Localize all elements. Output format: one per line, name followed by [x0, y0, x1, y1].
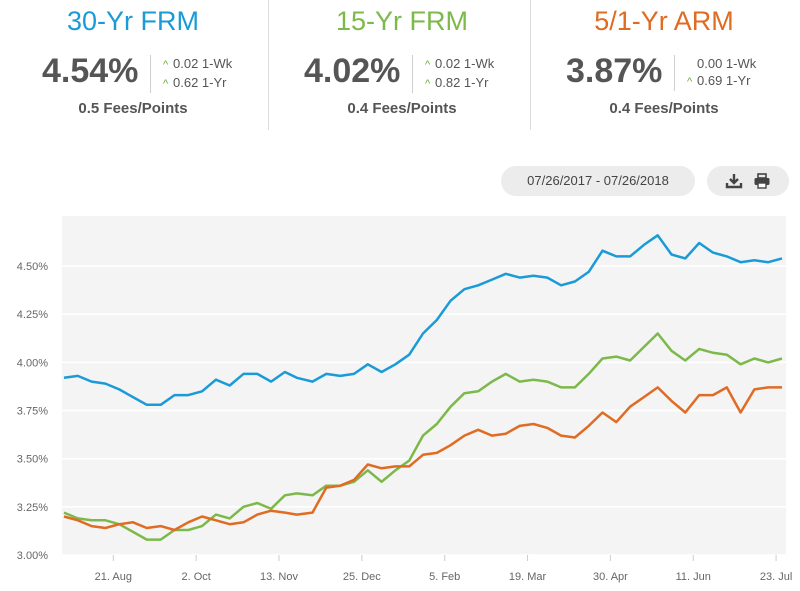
- series-line-30-yr-frm: [63, 234, 783, 407]
- x-tick-label: 25. Dec: [343, 571, 381, 583]
- x-tick-label: 5. Feb: [429, 571, 460, 583]
- fees-points: 0.5 Fees/Points: [78, 100, 188, 117]
- rate-value: 3.87%: [566, 52, 663, 90]
- rate-card-arm: 5/1-Yr ARM 3.87% 0.00 1-Wk ^ 0.69 1-Yr 0.…: [530, 0, 797, 130]
- rate-changes: 0.00 1-Wk ^ 0.69 1-Yr: [674, 55, 756, 91]
- x-tick-label: 11. Jun: [676, 571, 711, 583]
- y-tick-label: 3.75%: [17, 406, 48, 418]
- yearly-change: ^ 0.62 1-Yr: [163, 74, 232, 93]
- x-axis: 21. Aug 2. Oct 13. Nov 25. Dec 5. Feb 19. Mar…: [95, 555, 792, 583]
- up-arrow-icon: ^: [163, 59, 169, 71]
- up-arrow-icon: ^: [425, 59, 431, 71]
- date-range-picker[interactable]: 07/26/2017 - 07/26/2018: [501, 166, 695, 196]
- print-icon[interactable]: [753, 172, 771, 190]
- rate-value: 4.54%: [42, 52, 139, 90]
- weekly-change: ^ 0.02 1-Wk: [163, 55, 232, 74]
- y-tick-label: 4.50%: [17, 261, 48, 273]
- x-tick-label: 2. Oct: [181, 571, 210, 583]
- yearly-change: ^ 0.69 1-Yr: [687, 72, 756, 91]
- y-tick-label: 3.50%: [17, 454, 48, 466]
- series: [63, 234, 783, 541]
- card-title: 15-Yr FRM: [335, 6, 468, 36]
- x-tick-label: 13. Nov: [260, 571, 298, 583]
- grid: [62, 216, 786, 556]
- up-arrow-icon: ^: [163, 78, 169, 90]
- rate-changes: ^ 0.02 1-Wk ^ 0.82 1-Yr: [412, 55, 494, 93]
- rate-value: 4.02%: [304, 52, 401, 90]
- download-icon[interactable]: [725, 172, 743, 190]
- y-tick-label: 4.25%: [17, 309, 48, 321]
- y-axis: 3.00% 3.25% 3.50% 3.75% 4.00% 4.25% 4.50%: [17, 261, 48, 562]
- rate-summary: 30-Yr FRM 4.54% ^ 0.02 1-Wk ^ 0.62 1-Yr 0.…: [0, 0, 800, 130]
- card-title: 30-Yr FRM: [66, 6, 199, 36]
- rate-changes: ^ 0.02 1-Wk ^ 0.62 1-Yr: [150, 55, 232, 93]
- series-line-15-yr-frm: [63, 332, 783, 541]
- x-tick-label: 23. Jul: [760, 571, 792, 583]
- weekly-change: 0.00 1-Wk: [697, 56, 757, 71]
- fees-points: 0.4 Fees/Points: [609, 100, 719, 117]
- chart-tools: [707, 166, 789, 196]
- weekly-change: ^ 0.02 1-Wk: [425, 55, 494, 74]
- y-tick-label: 3.25%: [17, 502, 48, 514]
- x-tick-label: 30. Apr: [593, 571, 628, 583]
- up-arrow-icon: ^: [687, 76, 693, 88]
- series-line-5-1-yr-arm: [63, 386, 782, 532]
- x-tick-label: 21. Aug: [95, 571, 132, 583]
- up-arrow-icon: ^: [425, 78, 431, 90]
- rate-card-30yr: 30-Yr FRM 4.54% ^ 0.02 1-Wk ^ 0.62 1-Yr 0.…: [0, 0, 266, 130]
- x-tick-label: 19. Mar: [509, 571, 547, 583]
- card-title: 5/1-Yr ARM: [594, 6, 734, 36]
- y-tick-label: 4.00%: [17, 357, 48, 369]
- plot-area: [62, 216, 786, 555]
- rate-card-15yr: 15-Yr FRM 4.02% ^ 0.02 1-Wk ^ 0.82 1-Yr 0.…: [268, 0, 535, 130]
- mortgage-rate-chart: 3.00% 3.25% 3.50% 3.75% 4.00% 4.25% 4.50% 21. …: [17, 216, 792, 583]
- y-tick-label: 3.00%: [17, 550, 48, 562]
- yearly-change: ^ 0.82 1-Yr: [425, 74, 494, 93]
- fees-points: 0.4 Fees/Points: [347, 100, 457, 117]
